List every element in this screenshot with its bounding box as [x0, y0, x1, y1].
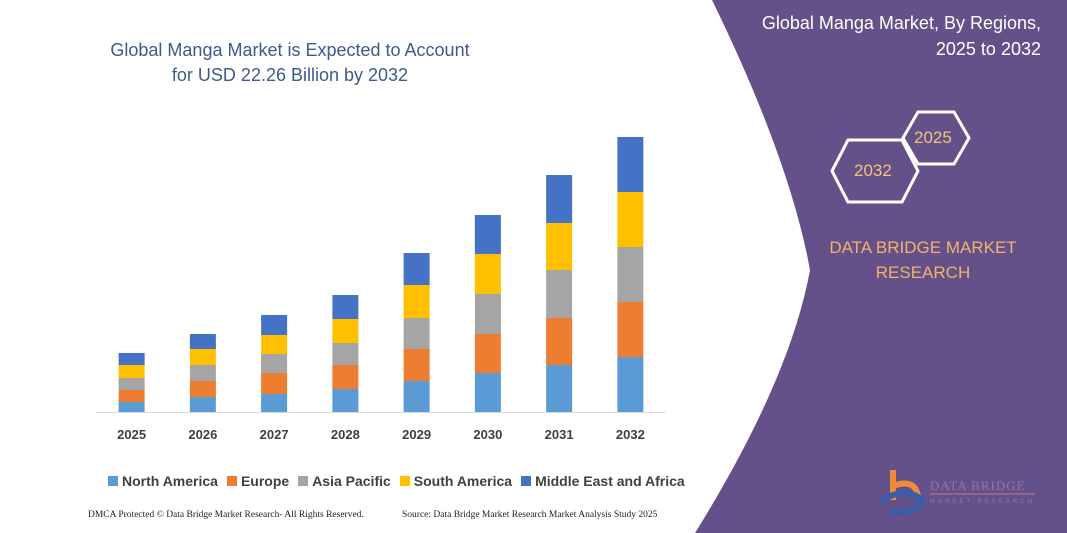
legend-swatch	[298, 476, 309, 486]
bar-segment-2032-south-america	[617, 192, 644, 247]
bar-segment-2028-asia-pacific	[332, 343, 359, 365]
legend-label: Europe	[240, 473, 290, 489]
bar-segment-2032-middle-east-and-africa	[617, 137, 644, 192]
bar-segment-2025-europe	[118, 390, 145, 402]
bar-segment-2030-asia-pacific	[474, 294, 501, 334]
legend-item: North America	[108, 473, 218, 489]
legend-item: Asia Pacific	[298, 473, 391, 489]
legend-label: Middle East and Africa	[535, 473, 685, 489]
bar-segment-2028-middle-east-and-africa	[332, 295, 359, 319]
x-tick-label: 2025	[117, 427, 146, 442]
hex-label-2025: 2025	[914, 128, 952, 147]
legend-item: Europe	[226, 473, 290, 489]
bar-segment-2025-middle-east-and-africa	[118, 353, 145, 365]
x-tick-label: 2029	[402, 427, 431, 442]
bar-segment-2027-asia-pacific	[261, 354, 288, 373]
legend-swatch	[108, 476, 118, 486]
footer-copyright: DMCA Protected © Data Bridge Market Rese…	[88, 510, 364, 520]
bar-segment-2027-middle-east-and-africa	[261, 315, 288, 335]
svg-text:DATA BRIDGE: DATA BRIDGE	[930, 478, 1026, 493]
bar-segment-2026-asia-pacific	[189, 365, 216, 381]
bar-segment-2028-europe	[332, 365, 359, 389]
svg-text:MARKET RESEARCH: MARKET RESEARCH	[930, 499, 1035, 505]
bar-segment-2031-asia-pacific	[546, 270, 573, 318]
bar-segment-2026-north-america	[189, 397, 216, 412]
bar-segment-2029-south-america	[403, 285, 430, 318]
legend-item: South America	[399, 473, 513, 489]
bar-segment-2029-europe	[403, 349, 430, 381]
legend-label: North America	[122, 473, 218, 489]
bar-segment-2032-europe	[617, 302, 644, 357]
bar-segment-2026-south-america	[189, 349, 216, 365]
bar-segment-2027-europe	[261, 373, 288, 394]
bar-segment-2025-asia-pacific	[118, 378, 145, 390]
bar-segment-2030-europe	[474, 334, 501, 373]
bar-segment-2031-middle-east-and-africa	[546, 175, 573, 223]
x-tick-label: 2027	[260, 427, 289, 442]
bar-segment-2028-north-america	[332, 389, 359, 412]
bar-segment-2031-south-america	[546, 223, 573, 270]
hexagon-2025	[901, 110, 971, 166]
bar-segment-2025-south-america	[118, 365, 145, 378]
bar-segment-2029-north-america	[403, 381, 430, 412]
bar-segment-2027-south-america	[261, 335, 288, 354]
hex-label-2032: 2032	[854, 161, 892, 180]
hexagon-2032	[830, 138, 920, 204]
x-tick-label: 2030	[473, 427, 502, 442]
brand-text: DATA BRIDGE MARKET RESEARCH	[818, 235, 1028, 285]
bar-segment-2026-middle-east-and-africa	[189, 334, 216, 349]
x-tick-label: 2031	[545, 427, 574, 442]
legend-swatch	[521, 476, 532, 486]
x-tick-label: 2032	[616, 427, 645, 442]
legend: North America Europe Asia Pacific South Ame…	[108, 473, 685, 489]
right-panel-background	[695, 0, 1067, 533]
right-title-line1: Global Manga Market, By Regions,	[761, 13, 1041, 33]
bar-segment-2031-north-america	[546, 365, 573, 412]
bar-segment-2025-north-america	[118, 402, 145, 412]
legend-item: Middle East and Africa	[521, 473, 685, 489]
x-tick-label: 2028	[331, 427, 360, 442]
right-panel-title: Global Manga Market, By Regions, 2025 to…	[762, 10, 1041, 62]
bar-segment-2030-south-america	[474, 254, 501, 294]
bar-segment-2029-middle-east-and-africa	[403, 253, 430, 285]
bar-segment-2030-middle-east-and-africa	[474, 215, 501, 254]
bar-segment-2030-north-america	[474, 373, 501, 412]
right-title-line2: 2025 to 2032	[935, 39, 1041, 59]
brand-logo: DATA BRIDGE MARKET RESEARCH	[878, 470, 1035, 516]
bar-segment-2027-north-america	[261, 394, 288, 412]
legend-label: Asia Pacific	[312, 473, 391, 489]
bar-segment-2032-asia-pacific	[617, 247, 644, 302]
legend-swatch	[399, 476, 410, 486]
bar-segment-2031-europe	[546, 318, 573, 365]
brand-line2: RESEARCH	[875, 263, 971, 282]
legend-label: South America	[413, 473, 513, 489]
bar-segment-2032-north-america	[617, 357, 644, 412]
legend-swatch	[226, 476, 237, 486]
brand-line1: DATA BRIDGE MARKET	[829, 238, 1017, 257]
chart-title: Global Manga Market is Expected to Accou…	[110, 40, 470, 85]
footer-source: Source: Data Bridge Market Research Mark…	[402, 510, 658, 520]
bar-segment-2028-south-america	[332, 319, 359, 343]
bar-segment-2026-europe	[189, 381, 216, 397]
x-tick-label: 2026	[188, 427, 217, 442]
bar-segment-2029-asia-pacific	[403, 318, 430, 349]
